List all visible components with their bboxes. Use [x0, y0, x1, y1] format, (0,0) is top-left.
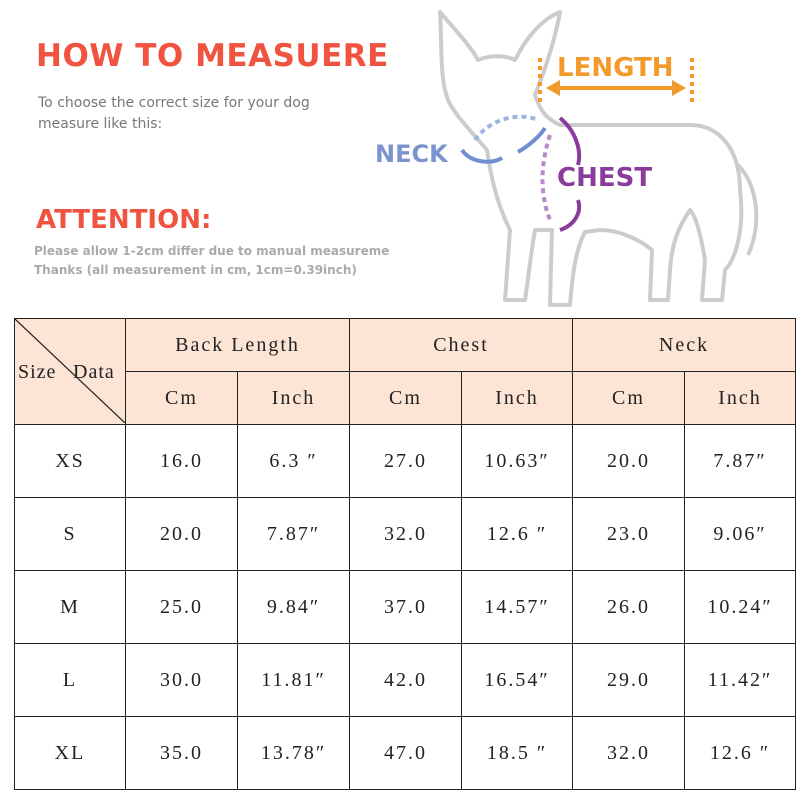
neck-arrow — [460, 126, 547, 164]
value-cell: 47.0 — [349, 716, 462, 790]
value-cell: 11.81″ — [237, 643, 350, 717]
unit-header: Inch — [684, 371, 796, 425]
header-row: Size Data Back Length Chest Neck — [14, 318, 796, 425]
value-cell: 26.0 — [572, 570, 685, 644]
value-cell: 7.87″ — [684, 424, 796, 498]
neck-label: NECK — [375, 140, 449, 168]
size-cell: L — [14, 643, 126, 717]
neck-arrow — [473, 114, 539, 142]
value-cell: 10.63″ — [461, 424, 573, 498]
group-header: Neck — [572, 318, 796, 372]
corner-col-label: Data — [73, 361, 115, 383]
value-cell: 14.57″ — [461, 570, 573, 644]
value-cell: 35.0 — [125, 716, 238, 790]
data-row: XL 35.0 13.78″ 47.0 18.5 ″ 32.0 12.6 ″ — [14, 716, 796, 790]
chest-arrow — [558, 116, 581, 232]
value-cell: 16.54″ — [461, 643, 573, 717]
size-cell: M — [14, 570, 126, 644]
value-cell: 32.0 — [349, 497, 462, 571]
note: Please allow 1-2cm differ due to manual … — [34, 244, 390, 258]
unit-header: Cm — [572, 371, 685, 425]
data-row: S 20.0 7.87″ 32.0 12.6 ″ 23.0 9.06″ — [14, 497, 796, 571]
data-row: XS 16.0 6.3 ″ 27.0 10.63″ 20.0 7.87″ — [14, 424, 796, 498]
value-cell: 20.0 — [572, 424, 685, 498]
value-cell: 25.0 — [125, 570, 238, 644]
data-row: M 25.0 9.84″ 37.0 14.57″ 26.0 10.24″ — [14, 570, 796, 644]
value-cell: 7.87″ — [237, 497, 350, 571]
value-cell: 42.0 — [349, 643, 462, 717]
unit-header: Cm — [125, 371, 238, 425]
size-cell: XL — [14, 716, 126, 790]
chest-arrow — [540, 134, 552, 221]
value-cell: 30.0 — [125, 643, 238, 717]
corner-diagonal — [15, 319, 125, 423]
value-cell: 18.5 ″ — [461, 716, 573, 790]
value-cell: 20.0 — [125, 497, 238, 571]
value-cell: 32.0 — [572, 716, 685, 790]
attention-heading: ATTENTION: — [36, 205, 212, 235]
title: HOW TO MEASUERE — [36, 38, 389, 74]
value-cell: 37.0 — [349, 570, 462, 644]
value-cell: 11.42″ — [684, 643, 796, 717]
unit-header: Cm — [349, 371, 462, 425]
value-cell: 10.24″ — [684, 570, 796, 644]
arrowhead — [546, 80, 686, 96]
dog-outline — [438, 10, 744, 307]
unit-header: Inch — [461, 371, 573, 425]
value-cell: 12.6 ″ — [461, 497, 573, 571]
value-cell: 16.0 — [125, 424, 238, 498]
size-cell: S — [14, 497, 126, 571]
dog-diagram: LENGTH NECK CHEST — [375, 10, 759, 307]
value-cell: 12.6 ″ — [684, 716, 796, 790]
intro-line: To choose the correct size for your dog — [38, 95, 310, 111]
value-cell: 23.0 — [572, 497, 685, 571]
value-cell: 13.78″ — [237, 716, 350, 790]
value-cell: 27.0 — [349, 424, 462, 498]
note: Thanks (all measurement in cm, 1cm=0.39i… — [34, 263, 357, 277]
chest-label: CHEST — [557, 163, 652, 193]
corner-cell: Size Data — [14, 318, 126, 425]
value-cell: 6.3 ″ — [237, 424, 350, 498]
group-header: Back Length — [125, 318, 350, 372]
size-table: Size Data Back Length Chest Neck Cm Inch Cm Inch… — [14, 318, 796, 790]
unit-header: Inch — [237, 371, 350, 425]
value-cell: 29.0 — [572, 643, 685, 717]
group-header: Chest — [349, 318, 573, 372]
dog-tail — [736, 163, 759, 256]
data-row: L 30.0 11.81″ 42.0 16.54″ 29.0 11.42″ — [14, 643, 796, 717]
length-label: LENGTH — [557, 53, 673, 83]
corner-row-label: Size — [18, 361, 57, 383]
value-cell: 9.06″ — [684, 497, 796, 571]
value-cell: 9.84″ — [237, 570, 350, 644]
size-cell: XS — [14, 424, 126, 498]
intro-line: measure like this: — [38, 116, 163, 132]
header-row: Cm Inch Cm Inch Cm Inch — [15, 371, 796, 425]
